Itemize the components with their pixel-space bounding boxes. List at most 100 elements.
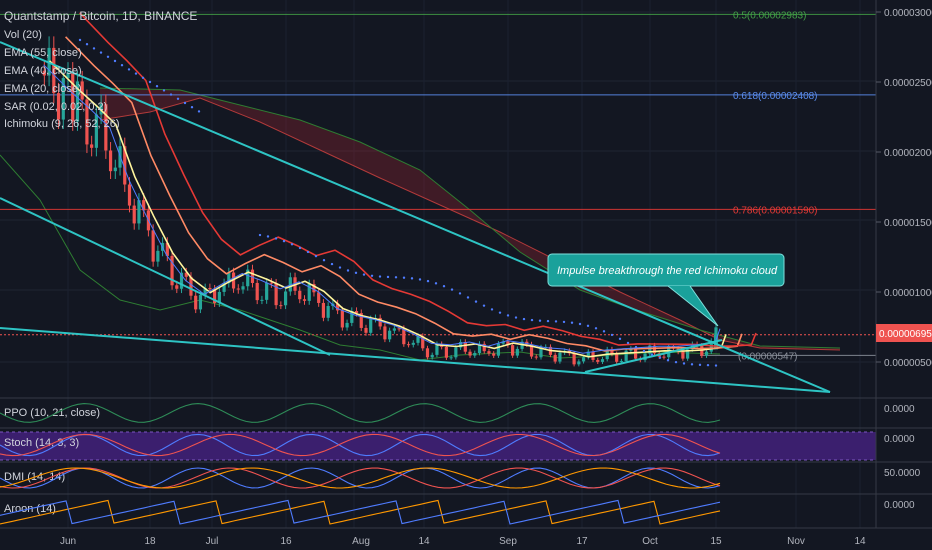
trend-line bbox=[0, 41, 831, 393]
candle-body bbox=[236, 288, 240, 290]
candle-body bbox=[75, 81, 80, 122]
candle-body bbox=[558, 352, 562, 362]
sar-dot bbox=[162, 89, 166, 92]
price-tick-label: 0.00001500 bbox=[884, 218, 932, 229]
candle-body bbox=[113, 167, 117, 172]
sar-dot bbox=[586, 324, 590, 328]
indicator-label-ema55[interactable]: EMA (55, close) bbox=[4, 47, 82, 59]
sar-dot bbox=[706, 363, 710, 367]
indicator-label-sar[interactable]: SAR (0.02, 0.02, 0.2) bbox=[4, 101, 107, 113]
trend-line bbox=[0, 327, 831, 393]
candle-body bbox=[652, 345, 657, 354]
price-tick-label: 0.00003000 bbox=[884, 8, 932, 19]
sar-dot bbox=[554, 320, 558, 323]
candle-body bbox=[132, 205, 136, 224]
candle-body bbox=[340, 310, 344, 328]
sar-dot bbox=[690, 363, 694, 366]
panel-tick-label: 0.0000 bbox=[884, 500, 915, 511]
sar-dot bbox=[322, 259, 326, 262]
panel-tick-label: 0.0000 bbox=[884, 404, 915, 415]
candle-body bbox=[66, 72, 70, 79]
ema-40-line bbox=[65, 36, 743, 352]
sar-dot bbox=[642, 349, 646, 353]
sar-dot bbox=[155, 85, 159, 88]
candle-body bbox=[61, 78, 65, 120]
candle-body bbox=[529, 344, 534, 357]
last-price-box: 0.00000695 bbox=[876, 324, 932, 342]
candle-body bbox=[288, 277, 292, 292]
ema-20-line bbox=[49, 60, 727, 358]
sar-dot bbox=[674, 360, 678, 364]
sar-dot bbox=[290, 243, 294, 246]
candle-body bbox=[241, 286, 245, 290]
candle-body bbox=[269, 282, 273, 284]
indicator-label-ema40[interactable]: EMA (40, close) bbox=[4, 65, 82, 77]
candle-body bbox=[90, 144, 94, 148]
panel-label: PPO (10, 21, close) bbox=[4, 407, 100, 419]
sar-dot bbox=[78, 38, 82, 42]
sar-dot bbox=[106, 55, 110, 58]
candle-body bbox=[369, 319, 373, 333]
candle-body bbox=[600, 359, 605, 362]
price-tick-label: 0.00000500 bbox=[884, 358, 932, 369]
candle-body bbox=[458, 341, 463, 348]
price-axis: 0.00003000 0.00002500 0.00002000 0.00001500… bbox=[876, 8, 932, 369]
time-tick-label: 18 bbox=[144, 536, 156, 547]
candle-body bbox=[165, 242, 169, 256]
candle-body bbox=[648, 345, 652, 354]
candle-body bbox=[336, 303, 340, 311]
sar-dot bbox=[378, 275, 382, 278]
candle-body bbox=[217, 291, 221, 304]
candle-body bbox=[704, 351, 709, 356]
panel-series-line bbox=[0, 433, 721, 457]
fib-label: 0.618(0.00002408) bbox=[733, 91, 818, 102]
sar-dot bbox=[148, 80, 152, 84]
candle-body bbox=[553, 354, 557, 362]
candle-body bbox=[274, 283, 278, 306]
time-tick-label: 15 bbox=[710, 536, 722, 547]
candle-body bbox=[170, 255, 174, 286]
sar-dot bbox=[562, 320, 566, 324]
sar-dot bbox=[602, 330, 606, 333]
time-tick-label: 16 bbox=[280, 536, 292, 547]
candle-body bbox=[137, 200, 141, 224]
fib-label: 0.5(0.00002983) bbox=[733, 10, 806, 21]
indicator-label-ema20[interactable]: EMA (20, close) bbox=[4, 83, 82, 95]
candle-body bbox=[449, 357, 453, 359]
trend-lines bbox=[0, 41, 831, 393]
price-tick-label: 0.00001000 bbox=[884, 288, 932, 299]
sar-dot bbox=[490, 308, 494, 311]
sar-dot bbox=[183, 101, 187, 105]
time-tick-label: Aug bbox=[352, 536, 370, 547]
sar-dot bbox=[402, 276, 406, 279]
candle-body bbox=[42, 70, 46, 76]
candle-body bbox=[317, 292, 321, 303]
candle-body bbox=[298, 290, 302, 300]
indicator-label-vol[interactable]: Vol (20) bbox=[4, 29, 42, 41]
candle-body bbox=[194, 295, 198, 310]
panel-tick-label: 50.0000 bbox=[884, 468, 921, 479]
candle-body bbox=[208, 287, 212, 290]
panel-series-line bbox=[0, 467, 721, 489]
candle-body bbox=[302, 299, 307, 301]
candle-body bbox=[179, 272, 184, 289]
sar-dot bbox=[698, 363, 702, 367]
candle-body bbox=[354, 310, 359, 314]
annotation-callout[interactable]: Impulse breakthrough the red Ichimoku cl… bbox=[547, 253, 785, 327]
panel-series-line bbox=[0, 499, 721, 525]
sar-dot bbox=[474, 300, 478, 303]
candle-body bbox=[615, 353, 619, 362]
sar-dot bbox=[346, 269, 350, 272]
candle-body bbox=[416, 336, 420, 343]
indicator-label-ichimoku[interactable]: Ichimoku (9, 26, 52, 26) bbox=[4, 118, 120, 130]
candle-body bbox=[52, 47, 56, 94]
candle-body bbox=[425, 348, 430, 358]
candle-body bbox=[142, 200, 146, 211]
candle-body bbox=[539, 347, 543, 358]
candle-body bbox=[364, 327, 368, 333]
candle-body bbox=[473, 353, 477, 356]
candle-body bbox=[326, 306, 330, 318]
candle-body bbox=[359, 313, 363, 328]
